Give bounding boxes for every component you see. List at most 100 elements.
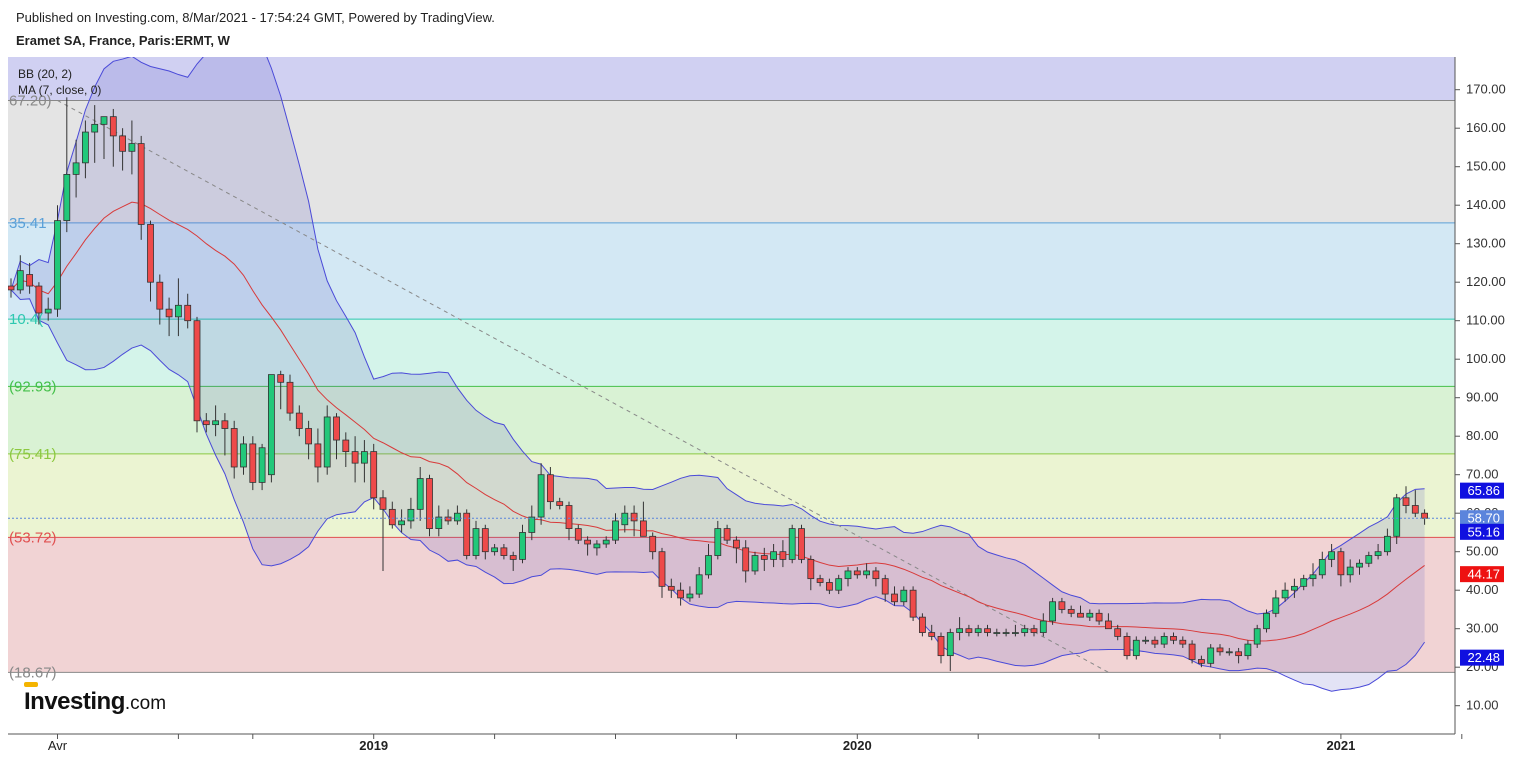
candle[interactable] (295, 405, 303, 437)
candle[interactable] (528, 505, 536, 541)
candle[interactable] (1393, 493, 1401, 544)
candle[interactable] (1012, 624, 1019, 637)
candle[interactable] (658, 547, 666, 598)
candle[interactable] (379, 490, 387, 571)
candle[interactable] (351, 436, 359, 483)
candle[interactable] (853, 567, 861, 579)
candle[interactable] (1365, 551, 1373, 568)
candle[interactable] (714, 520, 722, 560)
candle[interactable] (481, 524, 489, 560)
candle[interactable] (602, 536, 610, 548)
candle[interactable] (519, 524, 526, 564)
candle[interactable] (100, 116, 108, 159)
candle[interactable] (1411, 490, 1419, 518)
candle[interactable] (844, 567, 852, 587)
candle[interactable] (788, 524, 796, 564)
candle[interactable] (54, 205, 61, 317)
candle[interactable] (1253, 624, 1261, 648)
candle[interactable] (1207, 644, 1215, 668)
candle[interactable] (872, 567, 880, 587)
candle[interactable] (453, 505, 461, 525)
candle[interactable] (1095, 609, 1103, 625)
candle[interactable] (760, 547, 768, 571)
candle[interactable] (798, 524, 805, 564)
candle[interactable] (1272, 590, 1280, 618)
candle[interactable] (1225, 647, 1233, 656)
candle[interactable] (491, 544, 499, 556)
candle[interactable] (556, 497, 564, 510)
candle[interactable] (1318, 551, 1326, 579)
candle[interactable] (826, 578, 833, 595)
candle[interactable] (426, 474, 433, 537)
candle[interactable] (109, 108, 117, 167)
candle[interactable] (1309, 563, 1317, 587)
candle[interactable] (612, 513, 619, 544)
candle[interactable] (667, 578, 675, 598)
candle[interactable] (444, 509, 452, 525)
candle[interactable] (1402, 486, 1410, 514)
candle[interactable] (1263, 609, 1270, 633)
candle[interactable] (212, 405, 220, 437)
candle[interactable] (686, 586, 694, 602)
candle[interactable] (909, 586, 917, 621)
candle[interactable] (258, 443, 266, 491)
candle[interactable] (388, 501, 396, 529)
candle[interactable] (267, 374, 275, 483)
candle[interactable] (1244, 640, 1252, 660)
candle[interactable] (779, 540, 787, 568)
candle[interactable] (1170, 632, 1177, 645)
candle[interactable] (1179, 636, 1187, 648)
candle[interactable] (1021, 624, 1029, 637)
candle[interactable] (277, 370, 285, 410)
candle[interactable] (733, 536, 740, 564)
candle[interactable] (193, 316, 201, 433)
candle[interactable] (1002, 628, 1010, 637)
candle[interactable] (1030, 624, 1038, 637)
candle[interactable] (407, 497, 415, 529)
candle[interactable] (723, 524, 731, 544)
candle[interactable] (202, 413, 210, 433)
candle[interactable] (174, 278, 182, 337)
candle[interactable] (435, 505, 443, 537)
candle[interactable] (770, 544, 777, 568)
candle[interactable] (370, 443, 378, 510)
candle[interactable] (1105, 613, 1112, 630)
candle[interactable] (1346, 559, 1354, 583)
candle[interactable] (463, 509, 471, 560)
candle[interactable] (965, 624, 973, 637)
candle[interactable] (1216, 644, 1224, 656)
candle[interactable] (1337, 547, 1345, 587)
candle[interactable] (584, 536, 591, 556)
candle[interactable] (937, 632, 945, 664)
candle[interactable] (1188, 640, 1196, 664)
candle[interactable] (547, 467, 554, 510)
candle[interactable] (574, 524, 582, 544)
candle[interactable] (807, 555, 815, 591)
candle[interactable] (621, 505, 629, 533)
candle[interactable] (35, 282, 43, 325)
candle[interactable] (1235, 647, 1242, 664)
candle[interactable] (928, 624, 936, 641)
candle[interactable] (816, 574, 824, 587)
candle[interactable] (1160, 632, 1168, 648)
candle[interactable] (1300, 574, 1308, 591)
candle[interactable] (82, 120, 89, 179)
candle[interactable] (1114, 624, 1122, 641)
candle[interactable] (72, 139, 80, 198)
candle[interactable] (1086, 609, 1094, 621)
candle[interactable] (44, 297, 52, 321)
candle[interactable] (16, 255, 24, 294)
candle[interactable] (1151, 636, 1159, 648)
candle[interactable] (974, 624, 982, 637)
candle[interactable] (500, 544, 508, 560)
candle[interactable] (416, 467, 424, 521)
candle[interactable] (147, 220, 154, 302)
candle[interactable] (705, 544, 712, 579)
candle[interactable] (751, 551, 759, 575)
candle[interactable] (230, 420, 238, 479)
candle[interactable] (640, 501, 647, 537)
candle[interactable] (63, 97, 71, 233)
candle[interactable] (919, 613, 926, 637)
candle[interactable] (649, 532, 657, 560)
